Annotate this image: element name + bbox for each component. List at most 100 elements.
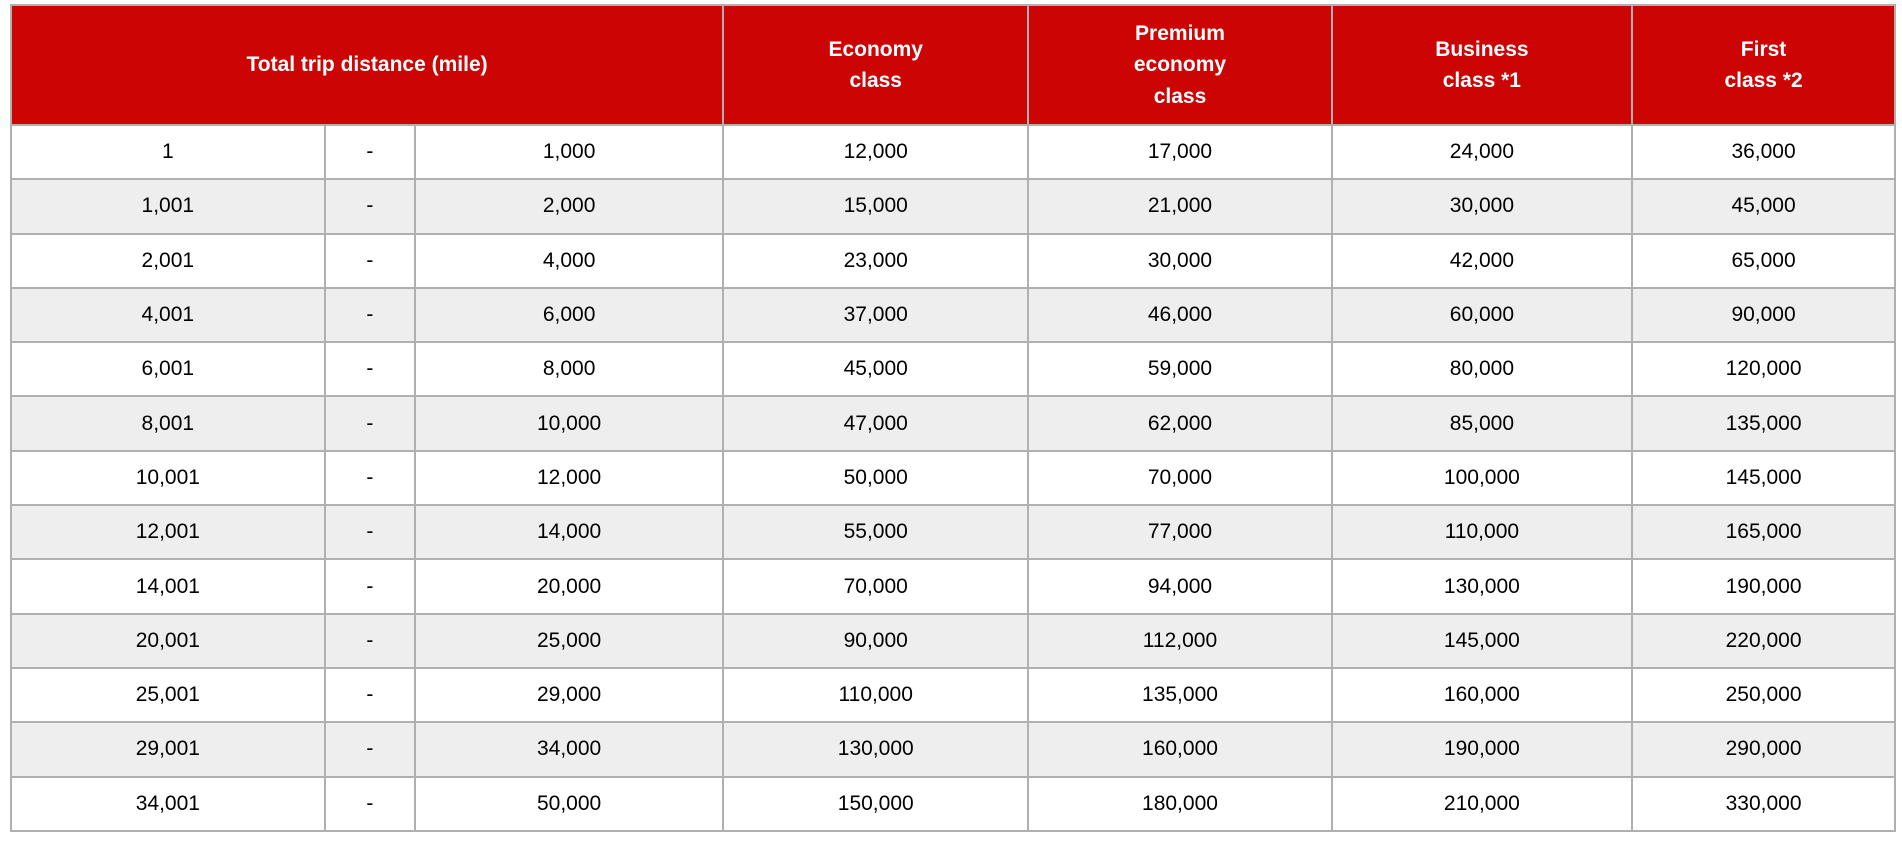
distance-to-cell: 1,000 bbox=[414, 123, 725, 181]
business-miles-cell: 42,000 bbox=[1330, 232, 1634, 289]
distance-to-cell: 20,000 bbox=[414, 558, 725, 615]
distance-from-cell: 20,001 bbox=[10, 612, 326, 669]
premium-economy-miles-cell: 160,000 bbox=[1027, 721, 1333, 778]
economy-miles-cell: 23,000 bbox=[722, 232, 1030, 289]
distance-from-cell: 14,001 bbox=[10, 558, 326, 615]
dash-cell: - bbox=[323, 558, 417, 615]
economy-miles-cell: 130,000 bbox=[722, 721, 1030, 778]
dash-cell: - bbox=[323, 449, 417, 507]
distance-from-cell: 2,001 bbox=[10, 232, 326, 289]
business-miles-cell: 85,000 bbox=[1330, 395, 1634, 452]
premium-economy-miles-cell: 112,000 bbox=[1027, 612, 1333, 669]
distance-from-cell: 10,001 bbox=[10, 449, 326, 507]
dash-cell: - bbox=[323, 504, 417, 561]
distance-to-cell: 8,000 bbox=[414, 341, 725, 398]
economy-miles-cell: 90,000 bbox=[722, 612, 1030, 669]
table-row: 25,001 - 29,000 110,000 135,000 160,000 … bbox=[10, 666, 1896, 724]
dash-cell: - bbox=[323, 286, 417, 344]
table-row: 8,001 - 10,000 47,000 62,000 85,000 135,… bbox=[10, 395, 1896, 452]
header-first-class: First class *2 bbox=[1631, 4, 1896, 126]
distance-to-cell: 4,000 bbox=[414, 232, 725, 289]
premium-economy-miles-cell: 70,000 bbox=[1027, 449, 1333, 507]
dash-cell: - bbox=[323, 232, 417, 289]
dash-cell: - bbox=[323, 775, 417, 833]
business-miles-cell: 130,000 bbox=[1330, 558, 1634, 615]
premium-economy-miles-cell: 17,000 bbox=[1027, 123, 1333, 181]
business-miles-cell: 110,000 bbox=[1330, 504, 1634, 561]
first-miles-cell: 290,000 bbox=[1631, 721, 1896, 778]
business-miles-cell: 145,000 bbox=[1330, 612, 1634, 669]
header-business-class: Business class *1 bbox=[1330, 4, 1634, 126]
premium-economy-miles-cell: 77,000 bbox=[1027, 504, 1333, 561]
business-miles-cell: 160,000 bbox=[1330, 666, 1634, 724]
premium-economy-miles-cell: 21,000 bbox=[1027, 178, 1333, 235]
distance-to-cell: 6,000 bbox=[414, 286, 725, 344]
business-miles-cell: 210,000 bbox=[1330, 775, 1634, 833]
distance-from-cell: 25,001 bbox=[10, 666, 326, 724]
premium-economy-miles-cell: 30,000 bbox=[1027, 232, 1333, 289]
distance-from-cell: 34,001 bbox=[10, 775, 326, 833]
dash-cell: - bbox=[323, 395, 417, 452]
business-miles-cell: 80,000 bbox=[1330, 341, 1634, 398]
distance-to-cell: 2,000 bbox=[414, 178, 725, 235]
table-row: 29,001 - 34,000 130,000 160,000 190,000 … bbox=[10, 721, 1896, 778]
economy-miles-cell: 15,000 bbox=[722, 178, 1030, 235]
business-miles-cell: 100,000 bbox=[1330, 449, 1634, 507]
economy-miles-cell: 50,000 bbox=[722, 449, 1030, 507]
business-miles-cell: 190,000 bbox=[1330, 721, 1634, 778]
distance-to-cell: 14,000 bbox=[414, 504, 725, 561]
business-miles-cell: 60,000 bbox=[1330, 286, 1634, 344]
first-miles-cell: 165,000 bbox=[1631, 504, 1896, 561]
header-row: Total trip distance (mile) Economy class… bbox=[9, 4, 1896, 126]
distance-from-cell: 12,001 bbox=[10, 504, 326, 561]
header-economy-class: Economy class bbox=[722, 4, 1030, 126]
first-miles-cell: 250,000 bbox=[1631, 666, 1896, 724]
first-miles-cell: 135,000 bbox=[1631, 395, 1896, 452]
table-row: 10,001 - 12,000 50,000 70,000 100,000 14… bbox=[10, 449, 1896, 507]
table-row: 6,001 - 8,000 45,000 59,000 80,000 120,0… bbox=[10, 341, 1896, 398]
table-row: 34,001 - 50,000 150,000 180,000 210,000 … bbox=[10, 775, 1896, 833]
business-miles-cell: 30,000 bbox=[1330, 178, 1634, 235]
first-miles-cell: 120,000 bbox=[1631, 341, 1896, 398]
table-row: 14,001 - 20,000 70,000 94,000 130,000 19… bbox=[10, 558, 1896, 615]
premium-economy-miles-cell: 62,000 bbox=[1027, 395, 1333, 452]
first-miles-cell: 45,000 bbox=[1631, 178, 1896, 235]
distance-from-cell: 1,001 bbox=[10, 178, 326, 235]
distance-to-cell: 29,000 bbox=[414, 666, 725, 724]
table-row: 1,001 - 2,000 15,000 21,000 30,000 45,00… bbox=[10, 178, 1896, 235]
first-miles-cell: 90,000 bbox=[1631, 286, 1896, 344]
economy-miles-cell: 55,000 bbox=[722, 504, 1030, 561]
first-miles-cell: 330,000 bbox=[1631, 775, 1896, 833]
premium-economy-miles-cell: 135,000 bbox=[1027, 666, 1333, 724]
economy-miles-cell: 12,000 bbox=[722, 123, 1030, 181]
distance-from-cell: 6,001 bbox=[10, 341, 326, 398]
premium-economy-miles-cell: 59,000 bbox=[1027, 341, 1333, 398]
header-total-trip-distance: Total trip distance (mile) bbox=[9, 4, 725, 126]
distance-to-cell: 34,000 bbox=[414, 721, 725, 778]
distance-to-cell: 12,000 bbox=[414, 449, 725, 507]
dash-cell: - bbox=[323, 612, 417, 669]
distance-to-cell: 10,000 bbox=[414, 395, 725, 452]
first-miles-cell: 36,000 bbox=[1631, 123, 1896, 181]
dash-cell: - bbox=[323, 666, 417, 724]
table-row: 1 - 1,000 12,000 17,000 24,000 36,000 bbox=[10, 123, 1896, 181]
table-row: 4,001 - 6,000 37,000 46,000 60,000 90,00… bbox=[10, 286, 1896, 344]
economy-miles-cell: 45,000 bbox=[722, 341, 1030, 398]
table-body: 1 - 1,000 12,000 17,000 24,000 36,000 1,… bbox=[10, 123, 1896, 833]
economy-miles-cell: 110,000 bbox=[722, 666, 1030, 724]
economy-miles-cell: 70,000 bbox=[722, 558, 1030, 615]
distance-from-cell: 8,001 bbox=[10, 395, 326, 452]
award-mileage-table: Total trip distance (mile) Economy class… bbox=[9, 4, 1896, 833]
economy-miles-cell: 150,000 bbox=[722, 775, 1030, 833]
table-row: 20,001 - 25,000 90,000 112,000 145,000 2… bbox=[10, 612, 1896, 669]
distance-to-cell: 50,000 bbox=[414, 775, 725, 833]
header-premium-economy-class: Premium economy class bbox=[1027, 4, 1333, 126]
table-row: 12,001 - 14,000 55,000 77,000 110,000 16… bbox=[10, 504, 1896, 561]
distance-from-cell: 1 bbox=[10, 123, 326, 181]
premium-economy-miles-cell: 180,000 bbox=[1027, 775, 1333, 833]
business-miles-cell: 24,000 bbox=[1330, 123, 1634, 181]
dash-cell: - bbox=[323, 123, 417, 181]
first-miles-cell: 65,000 bbox=[1631, 232, 1896, 289]
dash-cell: - bbox=[323, 341, 417, 398]
